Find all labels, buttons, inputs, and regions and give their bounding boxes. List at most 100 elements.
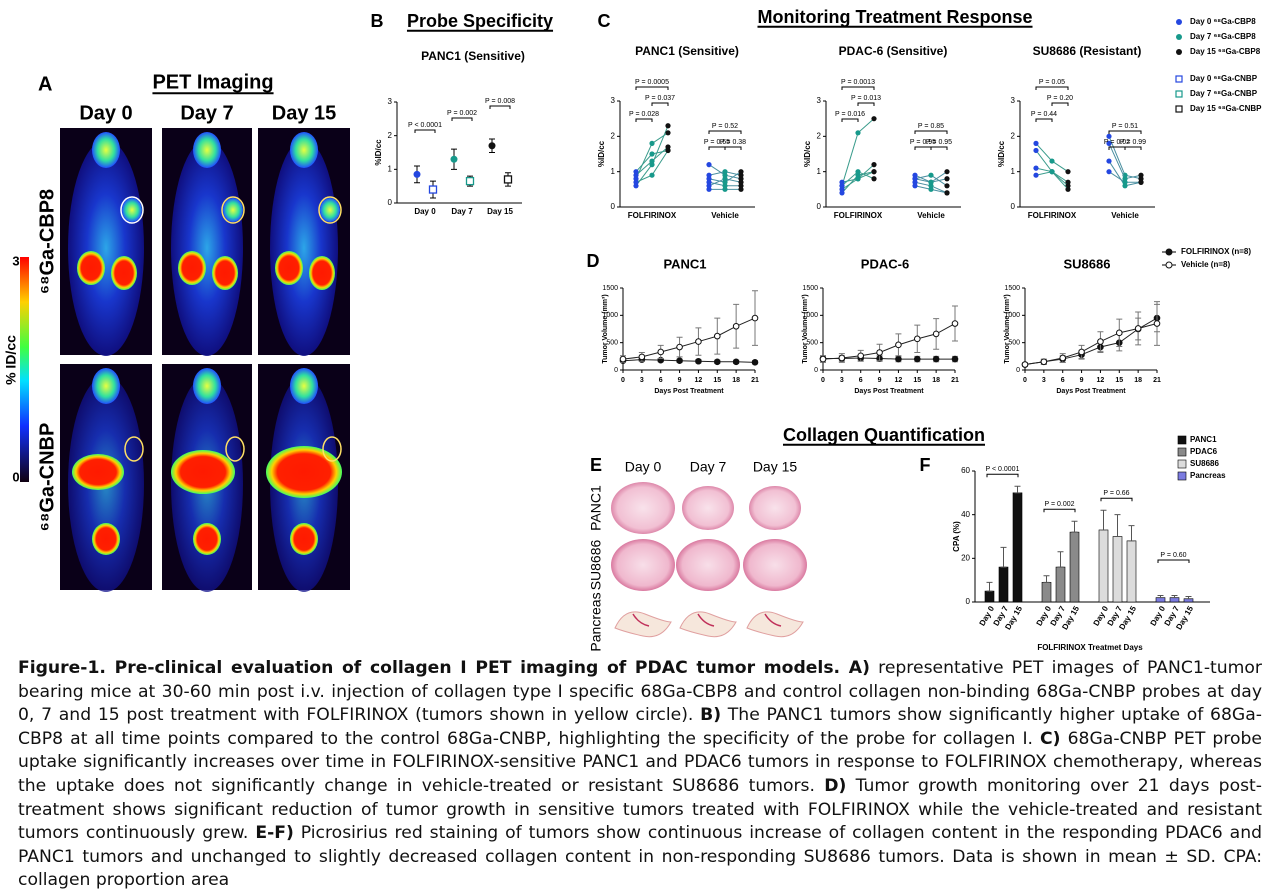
- pet-hotspot: [72, 454, 124, 490]
- subject-point: [1106, 158, 1112, 164]
- subject-point: [706, 186, 712, 192]
- significance-bracket: [857, 102, 875, 106]
- figure: A PET Imaging Day 0 Day 7 Day 15 ⁶⁸Ga-CBP8 ⁶⁸G…: [3, 7, 1262, 652]
- colorbar: [20, 257, 29, 482]
- panel-label: B: [371, 11, 384, 31]
- significance-bracket: [1051, 102, 1069, 106]
- series-point: [819, 355, 827, 363]
- figure-caption: Figure-1. Pre-clinical evaluation of col…: [18, 657, 1262, 893]
- series-point: [657, 348, 665, 356]
- x-tick-label: 0: [821, 377, 825, 384]
- significance-bracket: [708, 130, 742, 134]
- x-tick-label: 3: [840, 377, 844, 384]
- subject-point: [1065, 186, 1071, 192]
- x-tick-label: Day 15: [487, 207, 513, 216]
- legend-marker: [1176, 19, 1182, 25]
- y-tick-label: 60: [961, 466, 970, 475]
- y-tick-label: 1: [1011, 167, 1016, 176]
- error-bar: [1114, 514, 1121, 537]
- error-bar: [1171, 594, 1178, 599]
- subject-point: [1049, 158, 1055, 164]
- subject-point: [1033, 140, 1039, 146]
- p-value: P = 0.002: [447, 110, 477, 117]
- series-point: [1153, 320, 1161, 327]
- colorbar-tick-label: 0: [12, 469, 19, 484]
- x-tick-label: 0: [1023, 377, 1027, 384]
- x-axis-label: Days Post Treatment: [854, 388, 924, 395]
- panel-label: F: [920, 455, 931, 475]
- column-label: Day 0: [79, 102, 132, 124]
- legend-label: Vehicle (n=8): [1181, 260, 1230, 269]
- subject-point: [649, 151, 655, 157]
- y-tick-label: 3: [388, 97, 393, 106]
- p-value: P = 0.52: [712, 123, 738, 130]
- legend-label: Day 0 ⁶⁸Ga-CBP8: [1190, 17, 1256, 26]
- subject-point: [665, 147, 671, 154]
- bar: [1012, 492, 1023, 603]
- p-value: P = 0.02: [1104, 139, 1130, 146]
- tumor-outline: [124, 436, 144, 462]
- y-axis-label: %ID/cc: [374, 139, 383, 166]
- tumor-outline: [322, 436, 342, 462]
- y-tick-label: 1000: [1004, 312, 1020, 319]
- y-tick-label: 0: [817, 202, 822, 211]
- histology-image: [749, 486, 801, 530]
- histology-image: [611, 539, 675, 591]
- x-tick-label: 12: [1097, 377, 1105, 384]
- x-tick-label: 9: [1080, 377, 1084, 384]
- chart-title: PDAC-6: [861, 256, 909, 271]
- series-point: [713, 358, 721, 366]
- panel-title: Monitoring Treatment Response: [757, 7, 1032, 27]
- significance-bracket: [914, 146, 932, 150]
- bar: [1155, 597, 1166, 603]
- subject-point: [912, 183, 918, 189]
- error-bar: [1014, 485, 1021, 494]
- x-tick-label: 18: [1134, 377, 1142, 384]
- chart-title: PANC1 (Sensitive): [635, 44, 739, 58]
- x-tick-label: 9: [678, 377, 682, 384]
- error-bar: [1157, 594, 1164, 599]
- x-tick-label: 15: [1115, 377, 1123, 384]
- series-point: [1115, 329, 1123, 337]
- y-tick-label: 1: [388, 164, 393, 173]
- legend-marker: [1176, 49, 1182, 55]
- subject-point: [706, 176, 712, 182]
- caption-text: 68Ga-CNBP PET probe uptake significantly…: [18, 728, 1262, 796]
- subject-point: [1106, 169, 1112, 175]
- legend-label: SU8686: [1190, 459, 1219, 468]
- histology-image: [682, 486, 734, 530]
- y-tick-label: 1500: [1004, 285, 1020, 292]
- x-tick-label: FOLFIRINOX: [628, 211, 677, 220]
- y-tick-label: 0: [1016, 367, 1020, 374]
- subject-point: [871, 169, 877, 175]
- pet-body: [171, 140, 243, 356]
- histology-vessel: [697, 613, 715, 627]
- x-tick-label: Vehicle: [917, 211, 945, 220]
- y-tick-label: 0: [611, 202, 616, 211]
- chart-subtitle: PANC1 (Sensitive): [421, 49, 525, 63]
- legend-marker: [1175, 90, 1183, 98]
- subject-point: [928, 186, 934, 192]
- significance-bracket: [651, 102, 669, 106]
- series-point: [1021, 361, 1029, 368]
- subject-point: [1122, 179, 1128, 185]
- legend-label: Day 7 ⁶⁸Ga-CBP8: [1190, 32, 1256, 41]
- subject-point: [1033, 172, 1039, 178]
- x-tick-label: 18: [732, 377, 740, 384]
- p-value: P = 0.002: [1044, 501, 1074, 508]
- mean-marker: [465, 176, 475, 186]
- y-tick-label: 0: [614, 367, 618, 374]
- series-point: [1078, 348, 1085, 356]
- y-tick-label: 0: [814, 367, 818, 374]
- pet-hotspot: [171, 450, 235, 494]
- column-label: Day 0: [625, 459, 662, 475]
- p-value: P = 0.95: [926, 139, 952, 146]
- p-value: P = 0.028: [629, 111, 659, 118]
- histology-image: [676, 539, 740, 591]
- legend-label: PDAC6: [1190, 447, 1218, 456]
- bar: [984, 590, 995, 603]
- subject-point: [665, 123, 671, 129]
- series-point: [751, 359, 759, 366]
- column-label: Day 15: [272, 102, 337, 124]
- p-value: P = 0.60: [1160, 552, 1186, 559]
